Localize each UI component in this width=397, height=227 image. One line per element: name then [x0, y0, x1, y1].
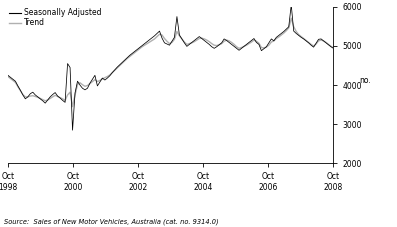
Legend: Seasonally Adjusted, Trend: Seasonally Adjusted, Trend — [10, 8, 102, 27]
Y-axis label: no.: no. — [359, 76, 371, 85]
Text: Source:  Sales of New Motor Vehicles, Australia (cat. no. 9314.0): Source: Sales of New Motor Vehicles, Aus… — [4, 218, 219, 225]
